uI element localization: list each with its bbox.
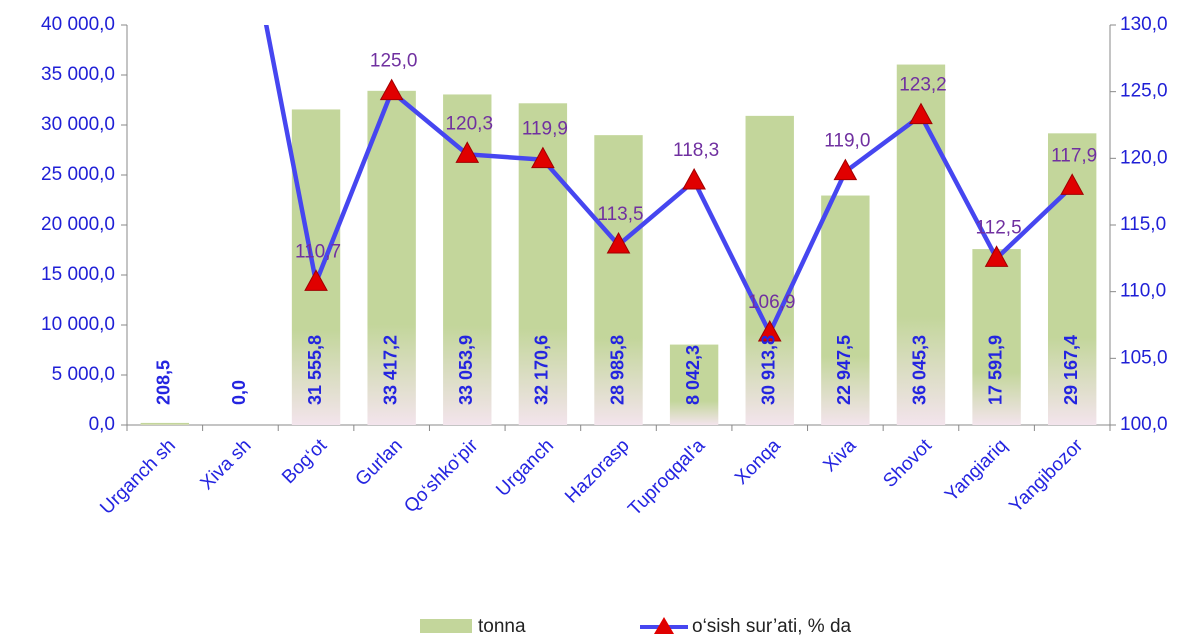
x-tick-label: Xonqa bbox=[731, 435, 785, 489]
y2-tick-label: 125,0 bbox=[1120, 81, 1168, 102]
x-tick-label: Xiva bbox=[819, 435, 860, 476]
x-tick-label: Shovot bbox=[879, 435, 936, 492]
x-tick-label: Tuproqqal'a bbox=[624, 435, 709, 520]
bar bbox=[140, 422, 190, 425]
y-tick-label: 20 000,0 bbox=[41, 214, 115, 235]
line-value-label: 112,5 bbox=[976, 217, 1022, 238]
legend-label: tonna bbox=[478, 616, 526, 637]
bar-value-label: 0,0 bbox=[229, 380, 249, 405]
y-tick-label: 25 000,0 bbox=[41, 164, 115, 185]
marker bbox=[833, 158, 858, 181]
y2-tick-label: 115,0 bbox=[1120, 214, 1166, 235]
marker bbox=[909, 102, 933, 125]
bar-value-label: 17 591,9 bbox=[985, 335, 1005, 405]
y2-tick-label: 120,0 bbox=[1120, 147, 1168, 168]
y2-tick-label: 110,0 bbox=[1120, 281, 1166, 302]
bar bbox=[896, 64, 946, 425]
line-value-label: 110,7 bbox=[295, 241, 341, 262]
y2-tick-label: 105,0 bbox=[1120, 347, 1168, 368]
y-tick-label: 10 000,0 bbox=[41, 314, 115, 335]
x-tick-label: Qo‘shko‘pir bbox=[400, 435, 483, 518]
y-tick-label: 30 000,0 bbox=[41, 114, 115, 135]
marker bbox=[757, 319, 782, 342]
y-tick-label: 5 000,0 bbox=[52, 364, 115, 385]
marker bbox=[379, 78, 404, 101]
line-value-label: 120,3 bbox=[445, 113, 493, 134]
x-tick-label: Yangibozor bbox=[1005, 435, 1087, 517]
bar bbox=[367, 90, 416, 425]
line-group bbox=[263, 25, 1085, 342]
line-value-label: 123,2 bbox=[899, 75, 947, 96]
line-value-label: 106,9 bbox=[748, 292, 796, 313]
bar-value-label: 8 042,3 bbox=[683, 345, 703, 405]
x-tick-label: Urganch bbox=[492, 435, 558, 501]
line-value-label: 117,9 bbox=[1051, 145, 1097, 166]
line-value-label: 125,0 bbox=[370, 51, 418, 72]
line-value-label: 119,0 bbox=[824, 131, 870, 152]
bar-value-label: 36 045,3 bbox=[910, 335, 930, 405]
bar-value-label: 22 947,5 bbox=[834, 335, 854, 405]
bar bbox=[291, 109, 341, 425]
bar-value-label: 33 053,9 bbox=[456, 335, 476, 405]
line bbox=[263, 25, 1074, 339]
x-tick-label: Xiva sh bbox=[197, 435, 256, 494]
bar-value-label: 30 913,8 bbox=[758, 335, 778, 405]
bar-value-label: 208,5 bbox=[154, 360, 174, 405]
y2-tick-label: 100,0 bbox=[1120, 414, 1168, 435]
x-tick-label: Urganch sh bbox=[96, 435, 180, 519]
line-value-label: 119,9 bbox=[522, 119, 568, 140]
y-tick-label: 40 000,0 bbox=[41, 14, 115, 35]
y2-tick-label: 130,0 bbox=[1120, 14, 1168, 35]
bar-value-label: 31 555,8 bbox=[305, 335, 325, 405]
x-tick-label: Hazorasp bbox=[561, 435, 633, 507]
legend-label: o‘sish sur’ati, % da bbox=[692, 616, 852, 637]
line-value-label: 118,3 bbox=[673, 140, 719, 161]
bar bbox=[745, 115, 794, 425]
bar bbox=[669, 344, 719, 425]
bar bbox=[821, 195, 870, 425]
line-value-label: 113,5 bbox=[597, 204, 643, 225]
marker bbox=[304, 269, 328, 291]
y-tick-label: 35 000,0 bbox=[41, 64, 115, 85]
marker bbox=[606, 231, 631, 254]
bar-value-label: 29 167,4 bbox=[1061, 335, 1081, 405]
marker bbox=[682, 167, 706, 190]
legend-swatch bbox=[420, 619, 472, 633]
x-tick-label: Gurlan bbox=[352, 435, 407, 490]
y-tick-label: 0,0 bbox=[89, 414, 115, 435]
marker bbox=[1060, 173, 1085, 195]
bar-value-label: 28 985,8 bbox=[607, 335, 627, 405]
x-tick-label: Bog‘ot bbox=[278, 435, 331, 488]
x-tick-label: Yangiariq bbox=[941, 435, 1012, 506]
marker bbox=[531, 146, 555, 169]
bar bbox=[594, 135, 643, 425]
bar-value-label: 32 170,6 bbox=[532, 335, 552, 405]
marker bbox=[455, 141, 480, 163]
y-tick-label: 15 000,0 bbox=[41, 264, 115, 285]
marker bbox=[984, 245, 1009, 267]
legend-marker bbox=[654, 617, 674, 634]
bar-value-label: 33 417,2 bbox=[380, 335, 400, 405]
bar bbox=[972, 249, 1021, 425]
